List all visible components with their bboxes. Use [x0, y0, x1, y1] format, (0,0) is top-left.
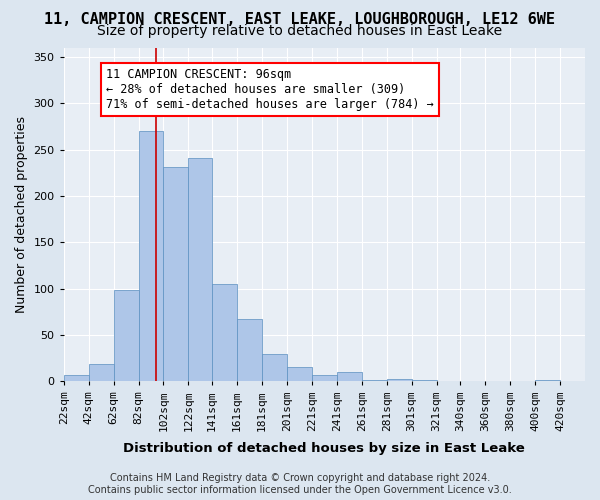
Bar: [535, 380, 560, 382]
Bar: [64, 375, 89, 382]
Bar: [212, 284, 237, 382]
Y-axis label: Number of detached properties: Number of detached properties: [15, 116, 28, 313]
Bar: [188, 158, 212, 382]
Bar: [387, 378, 412, 382]
Bar: [237, 319, 262, 382]
X-axis label: Distribution of detached houses by size in East Leake: Distribution of detached houses by size …: [124, 442, 525, 455]
Bar: [287, 368, 312, 382]
Bar: [163, 167, 188, 382]
Bar: [262, 354, 287, 382]
Text: 11, CAMPION CRESCENT, EAST LEAKE, LOUGHBOROUGH, LE12 6WE: 11, CAMPION CRESCENT, EAST LEAKE, LOUGHB…: [44, 12, 556, 26]
Bar: [337, 372, 362, 382]
Bar: [412, 380, 437, 382]
Text: Size of property relative to detached houses in East Leake: Size of property relative to detached ho…: [97, 24, 503, 38]
Text: Contains HM Land Registry data © Crown copyright and database right 2024.
Contai: Contains HM Land Registry data © Crown c…: [88, 474, 512, 495]
Bar: [139, 131, 163, 382]
Bar: [362, 380, 387, 382]
Bar: [312, 375, 337, 382]
Bar: [89, 364, 113, 382]
Text: 11 CAMPION CRESCENT: 96sqm
← 28% of detached houses are smaller (309)
71% of sem: 11 CAMPION CRESCENT: 96sqm ← 28% of deta…: [106, 68, 434, 111]
Bar: [113, 290, 139, 382]
